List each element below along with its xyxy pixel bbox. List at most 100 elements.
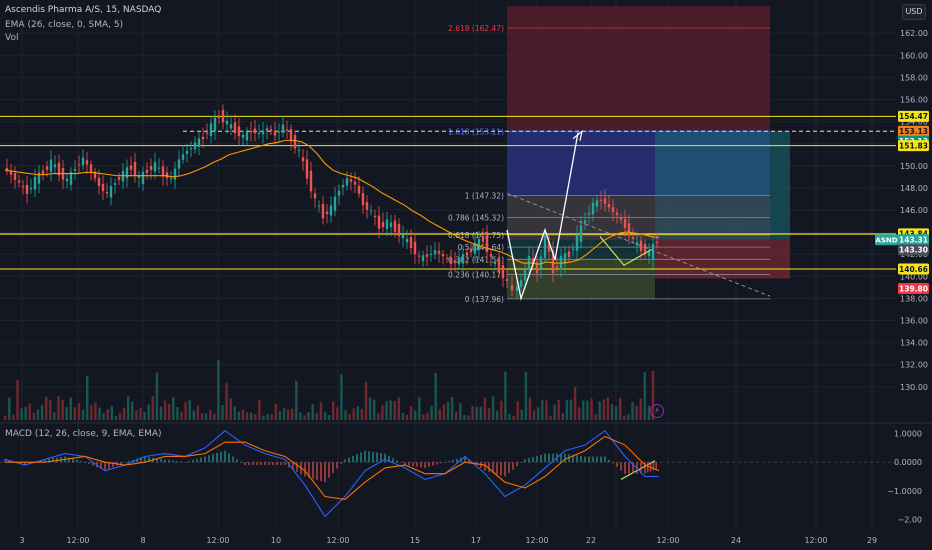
volume-bar	[77, 403, 81, 420]
macd-histogram-bar	[448, 461, 450, 463]
volume-bar	[12, 414, 15, 420]
volume-bar	[409, 406, 413, 420]
macd-line	[4, 429, 659, 518]
macd-histogram-bar	[388, 455, 390, 463]
volume-bar	[356, 406, 359, 420]
volume-bar	[81, 409, 85, 420]
macd-histogram-bar	[148, 457, 150, 463]
currency-button[interactable]: USD	[902, 4, 926, 20]
candle-body	[409, 237, 413, 249]
volume-bar	[524, 371, 528, 420]
volume-bar	[430, 406, 433, 420]
candle-body	[405, 238, 409, 243]
candle-body	[421, 255, 425, 262]
macd-histogram-bar	[632, 462, 634, 474]
volume-bar	[209, 409, 212, 420]
candle-body	[381, 222, 385, 228]
macd-histogram-bar	[324, 462, 326, 483]
candle-body	[321, 203, 325, 219]
volume-bar	[557, 399, 560, 420]
price-axis-tick: 136.00	[900, 317, 928, 326]
candle-body	[257, 132, 261, 134]
macd-histogram-bar	[484, 462, 486, 471]
candle-body	[117, 177, 121, 180]
macd-histogram-bar	[108, 462, 110, 470]
macd-histogram-bar	[120, 462, 122, 464]
candle-body	[489, 254, 493, 257]
macd-histogram-bar	[296, 462, 298, 472]
volume-bar	[221, 404, 224, 420]
volume-bar	[418, 397, 421, 420]
macd-histogram-bar	[244, 462, 246, 466]
candle-body	[261, 130, 265, 135]
candle-body	[563, 253, 567, 264]
volume-legend[interactable]: Vol	[5, 33, 19, 43]
candle-body	[353, 181, 357, 185]
macd-histogram-bar	[592, 456, 594, 463]
time-axis-tick: 15	[410, 536, 420, 545]
macd-histogram-bar	[20, 462, 22, 464]
volume-bar	[463, 415, 466, 420]
macd-histogram-bar	[536, 455, 538, 463]
symbol-title[interactable]: Ascendis Pharma A/S, 15, NASDAQ	[5, 5, 162, 15]
time-axis-tick: 12:00	[66, 536, 89, 545]
lightning-icon[interactable]: ⚡	[650, 404, 664, 418]
candle-body	[501, 265, 505, 278]
price-label-tag	[898, 244, 929, 256]
macd-histogram-bar	[472, 462, 474, 463]
volume-bar	[106, 409, 109, 420]
candle-body	[101, 183, 105, 192]
candle-body	[137, 176, 141, 178]
price-axis-tick: 150.00	[900, 162, 928, 171]
time-axis-tick: 12:00	[656, 536, 679, 545]
candle-body	[141, 171, 145, 184]
candle-body	[109, 186, 113, 198]
time-axis-tick: 24	[731, 536, 741, 545]
volume-bar	[520, 409, 523, 420]
candle-body	[213, 117, 217, 131]
macd-histogram-bar	[164, 459, 166, 463]
candle-body	[493, 261, 497, 265]
macd-histogram-bar	[144, 456, 146, 463]
macd-histogram-bar	[212, 454, 214, 463]
price-label-text: 143.31	[899, 236, 928, 245]
macd-histogram-bar	[172, 460, 174, 463]
macd-histogram-bar	[72, 458, 74, 463]
macd-histogram-bar	[488, 462, 490, 472]
candle-body	[551, 250, 555, 274]
candle-body	[125, 167, 129, 179]
macd-axis-tick: −1.0000	[887, 487, 922, 496]
fib-level-label: 0.236 (140.17)	[448, 270, 504, 279]
volume-bar	[373, 399, 376, 420]
candle-body	[437, 250, 441, 254]
volume-bar	[311, 404, 314, 420]
volume-bar	[586, 400, 589, 420]
macd-histogram-bar	[272, 462, 274, 466]
macd-histogram-bar	[256, 462, 258, 466]
macd-histogram-bar	[352, 455, 354, 463]
candle-body	[13, 173, 17, 180]
volume-bar	[94, 402, 97, 420]
macd-histogram-bar	[464, 456, 466, 463]
volume-bar	[225, 382, 228, 420]
candle-body	[93, 171, 97, 179]
volume-bar	[188, 400, 191, 420]
macd-histogram-bar	[232, 456, 234, 463]
macd-histogram-bar	[624, 462, 626, 474]
volume-bar	[40, 405, 44, 420]
candle-body	[547, 241, 551, 252]
candle-body	[169, 177, 173, 179]
time-axis-tick: 10	[271, 536, 281, 545]
macd-histogram-bar	[400, 462, 402, 463]
volume-bar	[90, 404, 93, 420]
ema-legend[interactable]: EMA (26, close, 0, SMA, 5)	[5, 20, 124, 30]
price-axis-tick: 134.00	[900, 339, 928, 348]
macd-legend[interactable]: MACD (12, 26, close, 9, EMA, EMA)	[5, 429, 162, 439]
macd-histogram-bar	[84, 462, 86, 463]
volume-bar	[217, 359, 220, 420]
volume-bar	[172, 397, 175, 420]
volume-bar	[446, 401, 450, 420]
macd-histogram-bar	[124, 462, 126, 463]
candle-body	[233, 122, 237, 134]
